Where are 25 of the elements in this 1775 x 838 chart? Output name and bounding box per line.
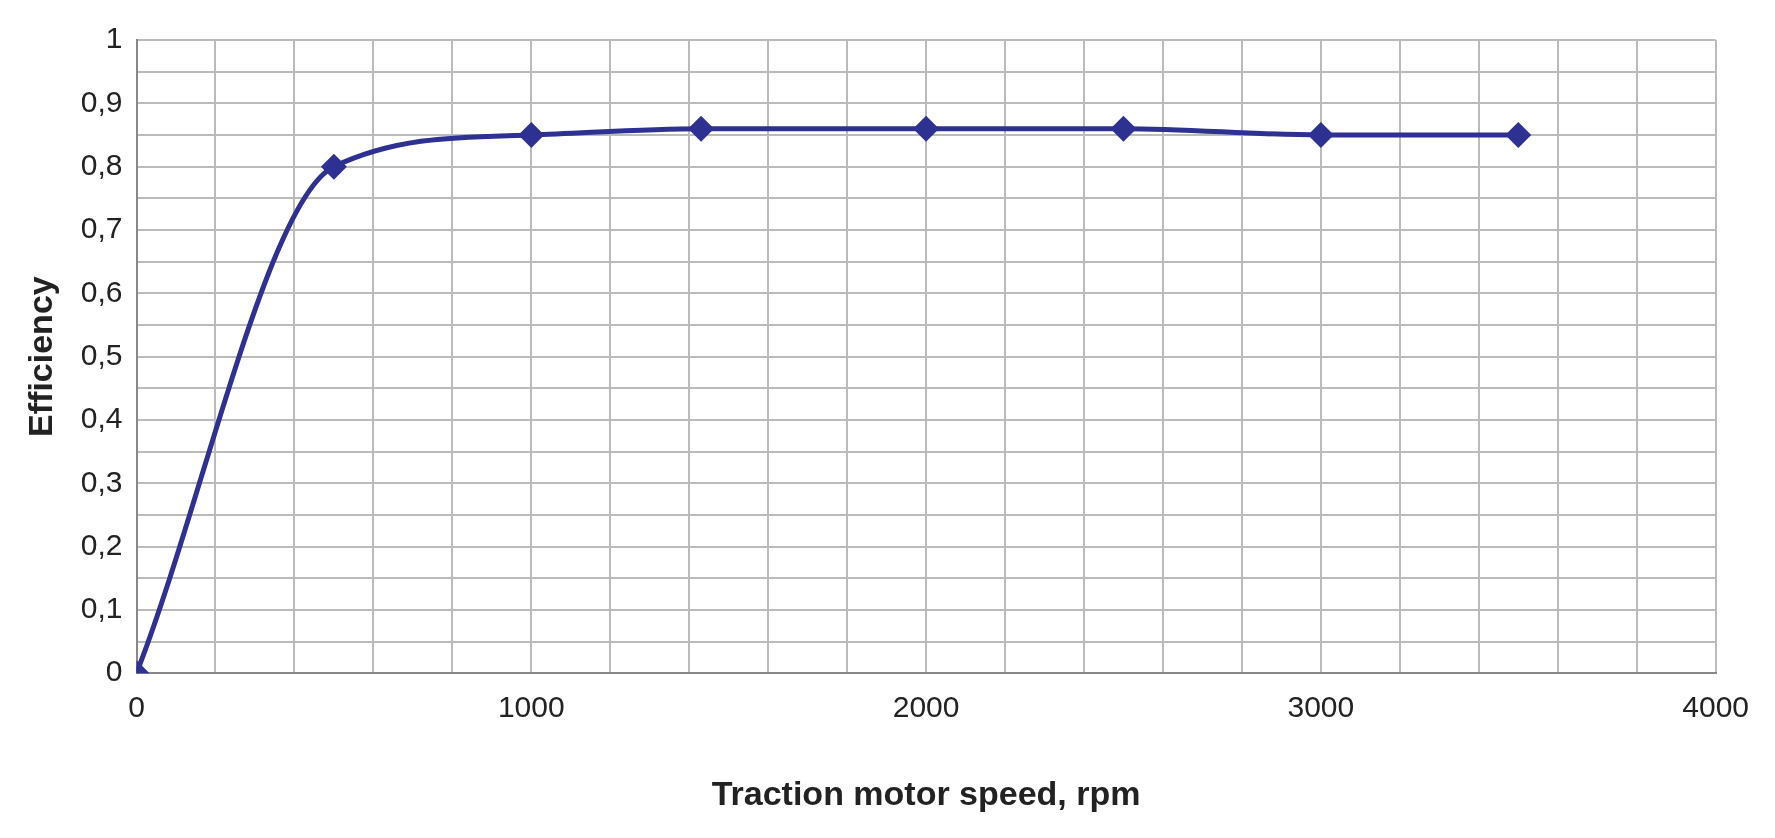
y-tick-label: 0,4 (80, 401, 123, 435)
y-tick-label: 0,7 (80, 211, 123, 245)
y-tick-label: 0 (105, 654, 123, 688)
x-tick-label: 3000 (1287, 690, 1355, 724)
y-tick-label: 0,8 (80, 147, 123, 181)
point (1505, 121, 1532, 148)
y-axis-title: Efficiency (20, 276, 59, 437)
point (1110, 115, 1137, 142)
x-axis-title: Traction motor speed, rpm (711, 773, 1141, 812)
y-tick-label: 0,9 (80, 84, 123, 118)
y-tick-label: 0,6 (80, 274, 123, 308)
x-tick-label: 2000 (892, 690, 960, 724)
x-tick-label: 0 (128, 690, 145, 724)
y-tick-label: 0,2 (80, 527, 123, 561)
x-tick-label: 1000 (497, 690, 565, 724)
point (688, 115, 715, 142)
y-tick-label: 0,3 (80, 464, 123, 498)
point (913, 115, 940, 142)
x-tick-label: 4000 (1682, 690, 1750, 724)
y-tick-label: 1 (105, 21, 123, 55)
y-tick-label: 0,5 (80, 337, 123, 371)
point (1307, 121, 1334, 148)
point (518, 121, 545, 148)
point (320, 153, 347, 180)
y-tick-label: 0,1 (80, 591, 123, 625)
